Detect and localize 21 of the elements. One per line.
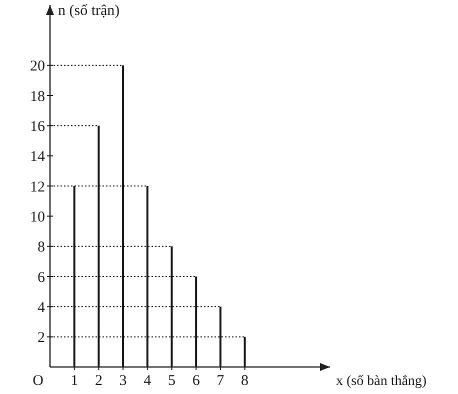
y-tick-label: 6 — [38, 270, 46, 286]
y-tick-label: 12 — [30, 179, 45, 196]
x-tick-label: 2 — [94, 373, 102, 389]
x-tick-label: 6 — [192, 373, 200, 389]
text: O — [32, 373, 44, 389]
y-tick-label: 16 — [30, 118, 46, 135]
y-tick-label: 2 — [38, 330, 45, 346]
y-tick-label: 14 — [30, 149, 46, 166]
y-axis-title: n (số trận) — [58, 3, 120, 19]
x-tick-label: 5 — [168, 373, 176, 389]
x-axis-title: x (số bàn thắng) — [336, 374, 427, 389]
y-tick-label: 4 — [38, 300, 46, 316]
y-tick-label: 10 — [30, 209, 45, 226]
y-tick-label: 18 — [30, 88, 45, 105]
x-tick-label: 3 — [119, 373, 127, 389]
x-tick-label: 1 — [70, 373, 78, 389]
x-tick-label: 4 — [144, 373, 152, 389]
y-tick-label: 20 — [30, 58, 45, 75]
y-tick-label: 8 — [38, 240, 45, 256]
x-tick-label: 8 — [241, 373, 249, 389]
x-tick-label: 7 — [216, 373, 225, 389]
